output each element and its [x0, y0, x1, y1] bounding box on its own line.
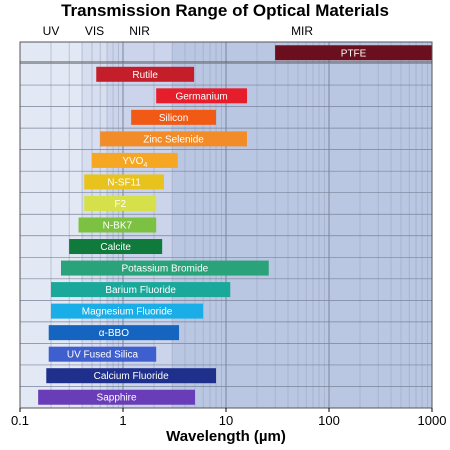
material-bar-label: Potassium Bromide — [122, 264, 209, 275]
material-bar-label: Calcite — [100, 242, 131, 253]
material-bar-label: Sapphire — [97, 393, 137, 404]
material-name: Rutile — [132, 70, 158, 81]
material-name: Zinc Selenide — [143, 134, 204, 145]
material-name: Barium Fluoride — [105, 285, 176, 296]
band-label-uv: UV — [43, 24, 60, 38]
x-axis-ticks: 0.1 1 10 100 1000 — [11, 408, 447, 428]
material-bar-label: PTFE — [341, 48, 367, 59]
band-label-mir: MIR — [291, 24, 313, 38]
material-bar-label: UV Fused Silica — [67, 350, 139, 361]
material-name: UV Fused Silica — [67, 350, 139, 361]
material-bar-label: Barium Fluoride — [105, 285, 176, 296]
x-tick-label: 100 — [318, 413, 340, 428]
chart-title: Transmission Range of Optical Materials — [61, 1, 389, 20]
material-name: Calcite — [100, 242, 131, 253]
band-label-vis: VIS — [85, 24, 104, 38]
material-bar-label: N-BK7 — [103, 221, 133, 232]
x-axis-label: Wavelength (µm) — [166, 428, 286, 445]
material-name: Magnesium Fluoride — [82, 307, 173, 318]
material-bar-label: Silicon — [159, 113, 188, 124]
x-tick-label: 0.1 — [11, 413, 29, 428]
material-bar-label: Calcium Fluoride — [94, 371, 169, 382]
material-name: PTFE — [341, 48, 367, 59]
x-tick-label: 1 — [119, 413, 126, 428]
material-bar-label: Germanium — [175, 91, 227, 102]
material-bar-label: F2 — [114, 199, 126, 210]
material-name: α-BBO — [99, 328, 129, 339]
material-bar-label: α-BBO — [99, 328, 129, 339]
x-tick-label: 10 — [219, 413, 233, 428]
material-name: Sapphire — [97, 393, 137, 404]
material-name: Germanium — [175, 91, 227, 102]
material-bar-label: N-SF11 — [107, 177, 141, 188]
material-bar-label: Zinc Selenide — [143, 134, 204, 145]
x-tick-label: 1000 — [418, 413, 447, 428]
band-label-nir: NIR — [129, 24, 150, 38]
material-bar-label: Magnesium Fluoride — [82, 307, 173, 318]
material-name: Calcium Fluoride — [94, 371, 169, 382]
material-name: F2 — [114, 199, 126, 210]
material-name: YVO — [122, 156, 143, 167]
material-name: Silicon — [159, 113, 188, 124]
material-name: Potassium Bromide — [122, 264, 209, 275]
material-name-subscript: 4 — [143, 162, 147, 169]
spectral-band-labels: UV VIS NIR MIR — [43, 24, 314, 38]
material-name: N-BK7 — [103, 221, 133, 232]
material-bar-label: Rutile — [132, 70, 158, 81]
material-name: N-SF11 — [107, 177, 141, 188]
